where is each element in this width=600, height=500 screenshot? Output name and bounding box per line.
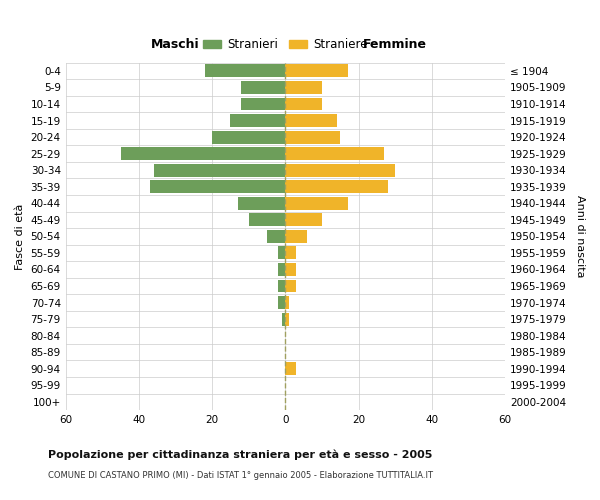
Bar xyxy=(281,312,286,326)
Bar xyxy=(286,147,384,160)
Bar xyxy=(238,197,286,209)
Bar xyxy=(286,197,347,209)
Y-axis label: Fasce di età: Fasce di età xyxy=(15,203,25,270)
Text: Maschi: Maschi xyxy=(151,38,200,51)
Text: Femmine: Femmine xyxy=(363,38,427,51)
Bar xyxy=(267,230,286,243)
Bar xyxy=(150,180,286,193)
Bar xyxy=(286,246,296,260)
Bar xyxy=(205,64,286,78)
Bar xyxy=(278,280,286,292)
Bar xyxy=(286,280,296,292)
Bar xyxy=(278,246,286,260)
Bar xyxy=(286,64,347,78)
Bar xyxy=(286,164,395,176)
Legend: Stranieri, Straniere: Stranieri, Straniere xyxy=(199,34,372,56)
Bar xyxy=(154,164,286,176)
Bar xyxy=(230,114,286,127)
Bar xyxy=(286,114,337,127)
Text: Popolazione per cittadinanza straniera per età e sesso - 2005: Popolazione per cittadinanza straniera p… xyxy=(48,449,433,460)
Y-axis label: Anni di nascita: Anni di nascita xyxy=(575,195,585,278)
Bar xyxy=(249,214,286,226)
Bar xyxy=(121,147,286,160)
Bar xyxy=(286,296,289,309)
Bar xyxy=(286,362,296,375)
Bar xyxy=(278,296,286,309)
Bar xyxy=(286,230,307,243)
Bar xyxy=(278,263,286,276)
Bar xyxy=(286,98,322,110)
Bar xyxy=(212,130,286,143)
Bar xyxy=(286,312,289,326)
Bar xyxy=(286,214,322,226)
Bar xyxy=(286,180,388,193)
Bar xyxy=(241,98,286,110)
Bar xyxy=(286,81,322,94)
Text: COMUNE DI CASTANO PRIMO (MI) - Dati ISTAT 1° gennaio 2005 - Elaborazione TUTTITA: COMUNE DI CASTANO PRIMO (MI) - Dati ISTA… xyxy=(48,470,433,480)
Bar xyxy=(286,263,296,276)
Bar xyxy=(241,81,286,94)
Bar xyxy=(286,130,340,143)
